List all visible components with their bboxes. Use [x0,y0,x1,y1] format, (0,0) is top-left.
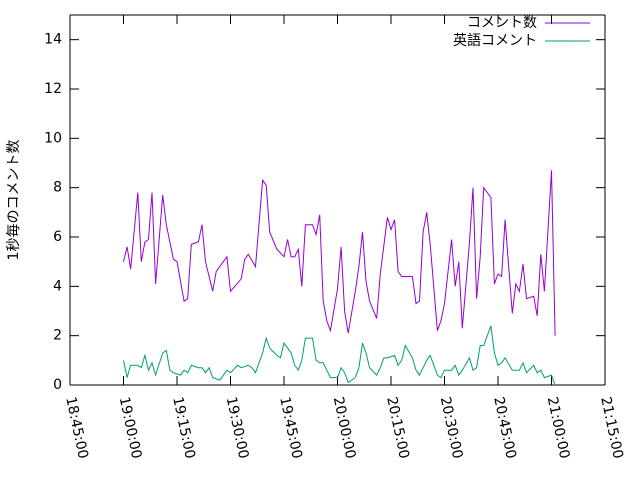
x-tick-label: 20:00:00 [330,395,359,460]
y-tick-label: 14 [44,32,62,48]
x-tick-label: 19:45:00 [276,395,305,460]
x-tick-label: 20:45:00 [490,395,519,460]
legend-label: 英語コメント [453,32,537,49]
y-tick-label: 8 [53,180,62,196]
x-tick-label: 20:15:00 [383,395,412,460]
y-tick-label: 2 [53,328,62,344]
y-tick-label: 10 [44,130,62,146]
x-tick-label: 19:30:00 [223,395,252,460]
y-tick-label: 6 [53,229,62,245]
y-tick-label: 0 [53,377,62,393]
series-line [123,170,556,336]
x-tick-label: 18:45:00 [62,395,91,460]
y-axis-label: 1秒毎のコメント数 [6,140,22,261]
x-tick-label: 21:15:00 [597,395,626,460]
x-tick-label: 21:00:00 [544,395,573,460]
y-tick-label: 4 [53,278,62,294]
plot-border [69,14,606,386]
x-tick-label: 19:15:00 [169,395,198,460]
x-tick-label: 19:00:00 [116,395,145,460]
x-tick-label: 20:30:00 [437,395,466,460]
legend-label: コメント数 [467,15,537,31]
y-tick-label: 12 [44,81,62,97]
series-line [123,325,556,386]
